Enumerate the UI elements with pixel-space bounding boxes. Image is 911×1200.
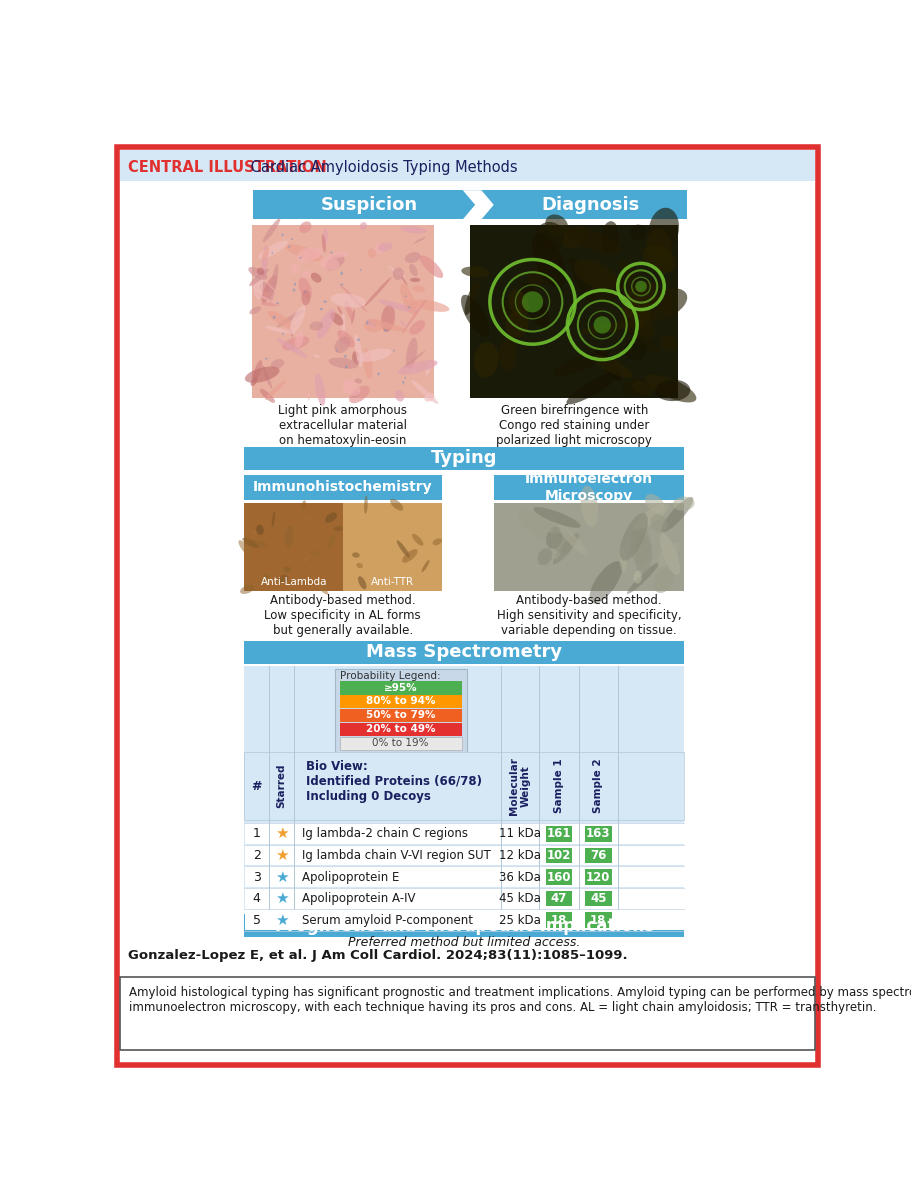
Text: 12 kDa: 12 kDa xyxy=(498,848,540,862)
Ellipse shape xyxy=(249,269,269,286)
Ellipse shape xyxy=(419,256,443,278)
Ellipse shape xyxy=(622,379,650,396)
Text: 102: 102 xyxy=(546,848,570,862)
Ellipse shape xyxy=(619,260,640,299)
Text: Bio View:
Identified Proteins (66/78)
Including 0 Decoys: Bio View: Identified Proteins (66/78) In… xyxy=(306,760,482,803)
Bar xyxy=(545,869,571,884)
Bar xyxy=(251,224,434,398)
Ellipse shape xyxy=(384,330,386,331)
Ellipse shape xyxy=(293,282,295,286)
Ellipse shape xyxy=(404,252,420,263)
Text: 80% to 94%: 80% to 94% xyxy=(365,696,435,707)
Ellipse shape xyxy=(328,358,358,368)
Ellipse shape xyxy=(634,535,651,575)
Ellipse shape xyxy=(421,560,429,572)
Bar xyxy=(470,224,678,398)
Ellipse shape xyxy=(271,359,284,368)
Ellipse shape xyxy=(276,310,303,328)
Text: Light pink amorphous
extracellular material
on hematoxylin-eosin: Light pink amorphous extracellular mater… xyxy=(278,404,406,448)
Ellipse shape xyxy=(294,331,303,348)
Bar xyxy=(339,737,462,750)
Ellipse shape xyxy=(331,293,365,307)
Bar xyxy=(120,977,814,1050)
Text: 20% to 49%: 20% to 49% xyxy=(365,725,435,734)
Ellipse shape xyxy=(356,563,363,569)
Text: 18: 18 xyxy=(589,913,606,926)
Ellipse shape xyxy=(377,242,393,252)
Ellipse shape xyxy=(407,306,410,308)
Ellipse shape xyxy=(265,380,285,400)
Ellipse shape xyxy=(373,242,385,254)
Bar xyxy=(339,682,462,695)
Ellipse shape xyxy=(249,306,261,314)
Polygon shape xyxy=(462,190,493,220)
Text: Cardiac Amyloidosis Typing Methods: Cardiac Amyloidosis Typing Methods xyxy=(245,160,517,174)
Ellipse shape xyxy=(412,534,423,546)
Text: Probability Legend:: Probability Legend: xyxy=(339,671,440,682)
Bar xyxy=(244,503,441,592)
Ellipse shape xyxy=(245,366,280,383)
Text: Gonzalez-Lopez E, et al. J Am Coll Cardiol. 2024;83(11):1085–1099.: Gonzalez-Lopez E, et al. J Am Coll Cardi… xyxy=(128,949,627,961)
Bar xyxy=(120,150,814,181)
Ellipse shape xyxy=(261,247,269,260)
Ellipse shape xyxy=(296,253,307,270)
Ellipse shape xyxy=(314,373,325,406)
Ellipse shape xyxy=(432,539,442,545)
Ellipse shape xyxy=(365,320,368,324)
Ellipse shape xyxy=(517,510,560,541)
Text: Preferred method but limited access.: Preferred method but limited access. xyxy=(348,936,579,948)
Ellipse shape xyxy=(309,322,322,330)
Text: Antibody-based method.
High sensitivity and specificity,
variable depending on t: Antibody-based method. High sensitivity … xyxy=(496,594,681,637)
Ellipse shape xyxy=(352,391,360,397)
Bar xyxy=(244,752,683,820)
Ellipse shape xyxy=(352,352,360,365)
Ellipse shape xyxy=(589,276,624,302)
Ellipse shape xyxy=(552,533,578,564)
Ellipse shape xyxy=(650,515,667,532)
Ellipse shape xyxy=(574,259,617,289)
Ellipse shape xyxy=(298,277,312,299)
Ellipse shape xyxy=(330,252,333,254)
Ellipse shape xyxy=(337,306,343,314)
Ellipse shape xyxy=(299,222,312,233)
Ellipse shape xyxy=(400,320,405,326)
Text: Mass Spectrometry: Mass Spectrometry xyxy=(366,643,562,661)
Ellipse shape xyxy=(357,348,391,362)
Ellipse shape xyxy=(311,272,322,283)
Ellipse shape xyxy=(408,301,418,312)
Ellipse shape xyxy=(283,566,291,572)
Text: Starred: Starred xyxy=(276,764,286,809)
Ellipse shape xyxy=(631,380,652,395)
Bar xyxy=(245,823,683,844)
Ellipse shape xyxy=(334,337,350,353)
Ellipse shape xyxy=(626,563,659,594)
Ellipse shape xyxy=(344,366,347,368)
Ellipse shape xyxy=(630,527,650,565)
Text: 2: 2 xyxy=(252,848,261,862)
Ellipse shape xyxy=(276,302,279,305)
Bar xyxy=(244,641,683,664)
Text: 163: 163 xyxy=(586,828,610,840)
Ellipse shape xyxy=(589,562,621,604)
Ellipse shape xyxy=(252,270,262,299)
Bar xyxy=(245,866,683,887)
Ellipse shape xyxy=(263,574,269,580)
Ellipse shape xyxy=(594,349,621,382)
Text: Ig lambda chain V-VI region SUT: Ig lambda chain V-VI region SUT xyxy=(302,848,490,862)
Ellipse shape xyxy=(377,372,380,376)
Ellipse shape xyxy=(335,349,337,352)
Ellipse shape xyxy=(337,330,354,347)
Bar xyxy=(253,190,687,220)
Ellipse shape xyxy=(251,530,256,535)
Ellipse shape xyxy=(252,292,281,306)
Text: Prognostic and Therapeutic Implications: Prognostic and Therapeutic Implications xyxy=(274,917,653,935)
Text: Apolipoprotein A-IV: Apolipoprotein A-IV xyxy=(302,892,415,905)
Text: Ig lambda-2 chain C regions: Ig lambda-2 chain C regions xyxy=(302,828,467,840)
Ellipse shape xyxy=(633,570,641,583)
Text: ★: ★ xyxy=(274,913,288,928)
Ellipse shape xyxy=(309,550,318,556)
Ellipse shape xyxy=(645,374,696,402)
Ellipse shape xyxy=(320,308,322,311)
Text: ★: ★ xyxy=(274,892,288,906)
Ellipse shape xyxy=(322,300,326,302)
